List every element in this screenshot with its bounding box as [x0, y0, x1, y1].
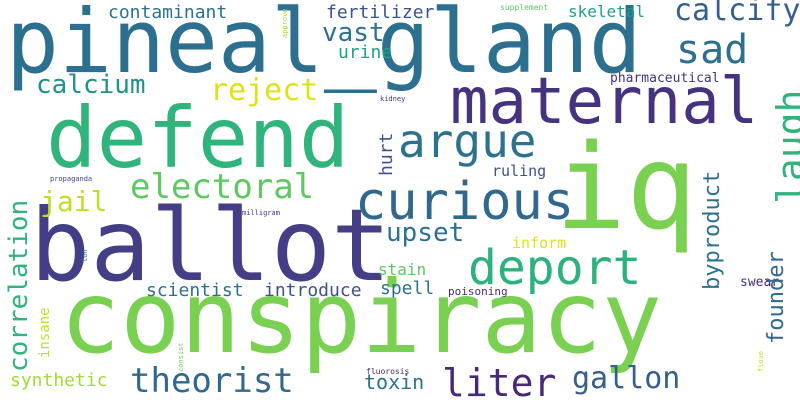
word-pharmaceutical: pharmaceutical — [610, 71, 720, 86]
word-ballot: ballot — [30, 187, 392, 304]
word-ton: ton — [81, 249, 89, 262]
word-swear: swear — [740, 275, 780, 290]
word-reject: reject — [210, 73, 319, 108]
word-approve: approve — [281, 8, 289, 38]
word-conspiracy: conspiracy — [60, 259, 663, 376]
word-vast: vast — [322, 18, 385, 48]
word-consist: consist — [177, 342, 185, 372]
word-poisoning: poisoning — [448, 285, 508, 298]
word-kidney: kidney — [380, 95, 406, 103]
word-iq: iq — [555, 118, 698, 256]
word-spell: spell — [380, 278, 435, 299]
word-correlation: correlation — [4, 199, 34, 372]
word-pineal-gland: pineal_gland — [6, 0, 642, 93]
word-contaminant: contaminant — [108, 2, 228, 23]
word-theorist: theorist — [130, 361, 294, 400]
word-milligram: milligram — [242, 209, 280, 217]
word-synthetic: synthetic — [10, 370, 108, 391]
word-propaganda: propaganda — [50, 175, 93, 183]
word-curious: curious — [355, 172, 575, 232]
word-argue: argue — [398, 114, 537, 168]
word-liter: liter — [442, 361, 557, 400]
word-byproduct: byproduct — [700, 170, 725, 290]
word-maternal: maternal — [450, 65, 759, 139]
word-urine: urine — [338, 42, 393, 63]
word-skeletal: skeletal — [568, 2, 646, 21]
word-flove: flove — [757, 350, 765, 372]
word-inform: inform — [512, 234, 567, 252]
word-toxin: toxin — [364, 370, 425, 394]
word-insane: insane — [37, 307, 53, 358]
word-calcium: calcium — [36, 70, 146, 100]
word-laugh: laugh — [769, 89, 800, 204]
word-fluorosis: fluorosis — [366, 367, 410, 376]
word-jail: jail — [40, 185, 108, 218]
word-gallon: gallon — [572, 361, 681, 396]
word-founder: founder — [764, 251, 789, 344]
word-fertilizer: fertilizer — [326, 2, 435, 23]
word-upset: upset — [386, 218, 465, 248]
word-sad: sad — [676, 27, 749, 73]
word-electoral: electoral — [130, 167, 315, 207]
word-stain: stain — [378, 260, 427, 279]
word-calcify: calcify — [674, 0, 800, 28]
word-scientist: scientist — [146, 280, 244, 301]
word-ruling: ruling — [492, 162, 547, 180]
word-deport: deport — [468, 240, 642, 296]
word-supplement: supplement — [500, 3, 549, 12]
word-hurt: hurt — [376, 132, 397, 176]
word-defend: defend — [46, 89, 350, 187]
word-introduce: introduce — [264, 280, 362, 301]
